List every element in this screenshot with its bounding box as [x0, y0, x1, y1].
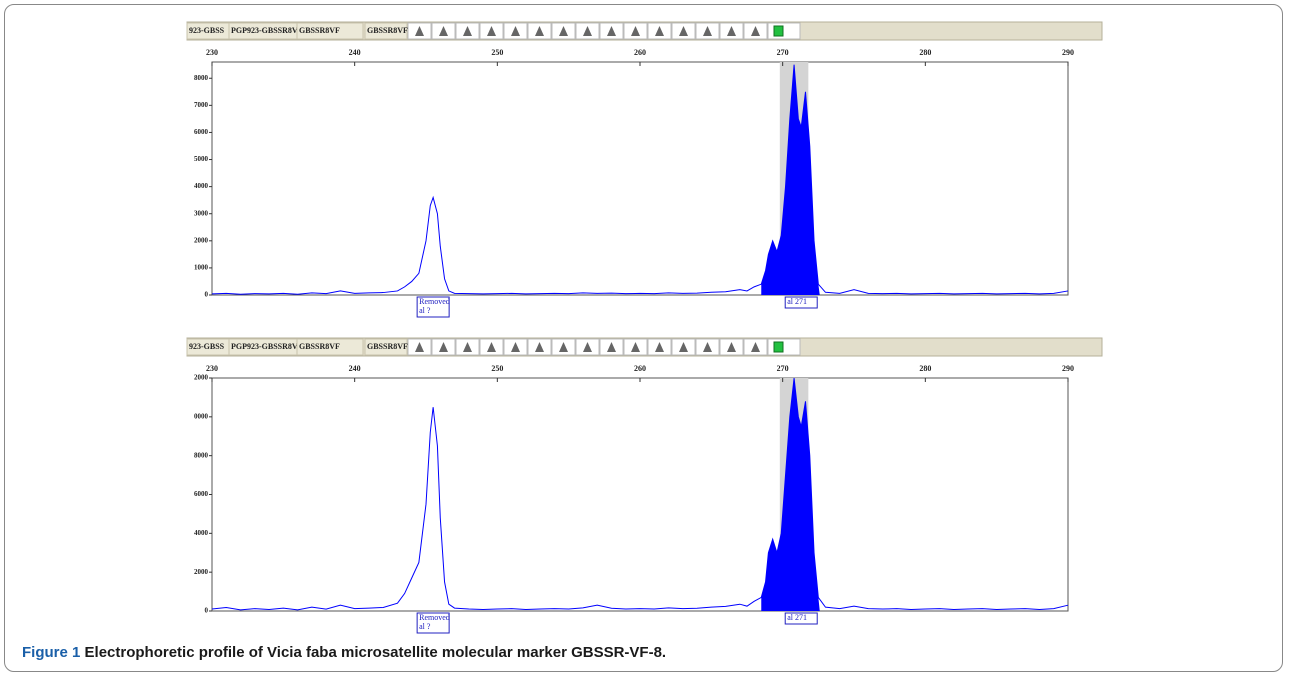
peak-fill	[761, 378, 820, 611]
button-icon	[773, 25, 784, 37]
button-icon	[631, 26, 640, 36]
figure: 923-GBSS PGP923-GBSSR8V GBSSR8VF GBSSR8VF23…	[186, 21, 1103, 634]
x-tick-label: 260	[634, 48, 646, 57]
toolbar-label: GBSSR8VF	[367, 342, 408, 351]
button-icon	[415, 26, 424, 36]
button-icon	[535, 26, 544, 36]
button-icon	[703, 342, 712, 352]
button-icon	[655, 342, 664, 352]
y-tick-label: 7000	[194, 101, 209, 109]
plot-area	[211, 377, 1069, 612]
plot-area	[211, 61, 1069, 296]
button-icon	[463, 342, 472, 352]
figure-frame	[4, 4, 1283, 672]
toolbar-cell	[296, 22, 364, 40]
button	[767, 338, 801, 356]
x-tick-label: 250	[491, 364, 503, 373]
y-tick-label: 2000	[194, 374, 209, 382]
y-tick-label: 0	[205, 291, 209, 299]
x-tick-label: 250	[491, 48, 503, 57]
button-icon	[535, 342, 544, 352]
y-tick-label: 2000	[194, 236, 209, 244]
caption-label: Figure 1	[22, 644, 81, 661]
y-tick-label: 0000	[194, 412, 209, 420]
button-icon	[773, 341, 784, 353]
panel: 923-GBSS PGP923-GBSSR8V GBSSR8VF GBSSR8VF23…	[186, 21, 1103, 318]
caption: Figure 1 Electrophoretic profile of Vici…	[22, 644, 666, 661]
x-tick-label: 260	[634, 364, 646, 373]
y-tick-label: 1000	[194, 264, 209, 272]
y-tick-label: 0	[205, 607, 209, 615]
button-icon	[607, 26, 616, 36]
allele-label: al ?	[419, 622, 431, 631]
button-icon	[511, 342, 520, 352]
button-icon	[415, 342, 424, 352]
x-tick-label: 280	[919, 364, 931, 373]
toolbar-label: GBSSR8VF	[299, 342, 340, 351]
x-tick-label: 290	[1062, 364, 1074, 373]
y-tick-label: 4000	[194, 182, 209, 190]
button-icon	[703, 26, 712, 36]
button-icon	[751, 342, 760, 352]
button-icon	[439, 26, 448, 36]
trace	[211, 377, 1069, 611]
button-icon	[679, 26, 688, 36]
allele-label: al 271	[787, 297, 807, 306]
x-tick-label: 270	[777, 48, 789, 57]
button-icon	[487, 26, 496, 36]
toolbar-label: PGP923-GBSSR8V	[231, 342, 298, 351]
x-tick-label: 280	[919, 48, 931, 57]
toolbar-cell	[296, 338, 364, 356]
y-tick-label: 6000	[194, 128, 209, 136]
toolbar-label: PGP923-GBSSR8V	[231, 26, 298, 35]
x-tick-label: 240	[349, 48, 361, 57]
button-icon	[511, 26, 520, 36]
button-icon	[679, 342, 688, 352]
x-tick-label: 290	[1062, 48, 1074, 57]
toolbar-label: 923-GBSS	[189, 26, 225, 35]
button-icon	[727, 26, 736, 36]
x-tick-label: 240	[349, 364, 361, 373]
allele-label: Removed	[419, 613, 450, 622]
toolbar-cell	[364, 338, 408, 356]
button-icon	[439, 342, 448, 352]
allele-label: Removed	[419, 297, 450, 306]
allele-box	[416, 612, 450, 634]
peak-fill	[761, 64, 820, 295]
button-icon	[559, 26, 568, 36]
y-tick-label: 2000	[194, 568, 209, 576]
button-icon	[751, 26, 760, 36]
button-icon	[655, 26, 664, 36]
toolbar-cell	[364, 22, 408, 40]
y-tick-label: 8000	[194, 451, 209, 459]
y-tick-label: 6000	[194, 490, 209, 498]
button-icon	[463, 26, 472, 36]
panel: 923-GBSS PGP923-GBSSR8V GBSSR8VF GBSSR8VF23…	[186, 337, 1103, 634]
caption-text: Electrophoretic profile of Vicia faba mi…	[84, 644, 667, 661]
button	[767, 22, 801, 40]
x-tick-label: 270	[777, 364, 789, 373]
toolbar-label: GBSSR8VF	[367, 26, 408, 35]
button-icon	[559, 342, 568, 352]
button-icon	[607, 342, 616, 352]
allele-label: al 271	[787, 613, 807, 622]
y-tick-label: 5000	[194, 155, 209, 163]
button-icon	[631, 342, 640, 352]
button-icon	[583, 26, 592, 36]
button-icon	[727, 342, 736, 352]
allele-box	[416, 296, 450, 318]
toolbar-label: GBSSR8VF	[299, 26, 340, 35]
allele-label: al ?	[419, 306, 431, 315]
y-tick-label: 3000	[194, 209, 209, 217]
allele-box	[784, 612, 818, 625]
button-icon	[583, 342, 592, 352]
toolbar-label: 923-GBSS	[189, 342, 225, 351]
y-tick-label: 8000	[194, 74, 209, 82]
x-tick-label: 230	[206, 48, 218, 57]
y-tick-label: 4000	[194, 529, 209, 537]
allele-box	[784, 296, 818, 309]
x-tick-label: 230	[206, 364, 218, 373]
trace	[211, 64, 1069, 295]
button-icon	[487, 342, 496, 352]
